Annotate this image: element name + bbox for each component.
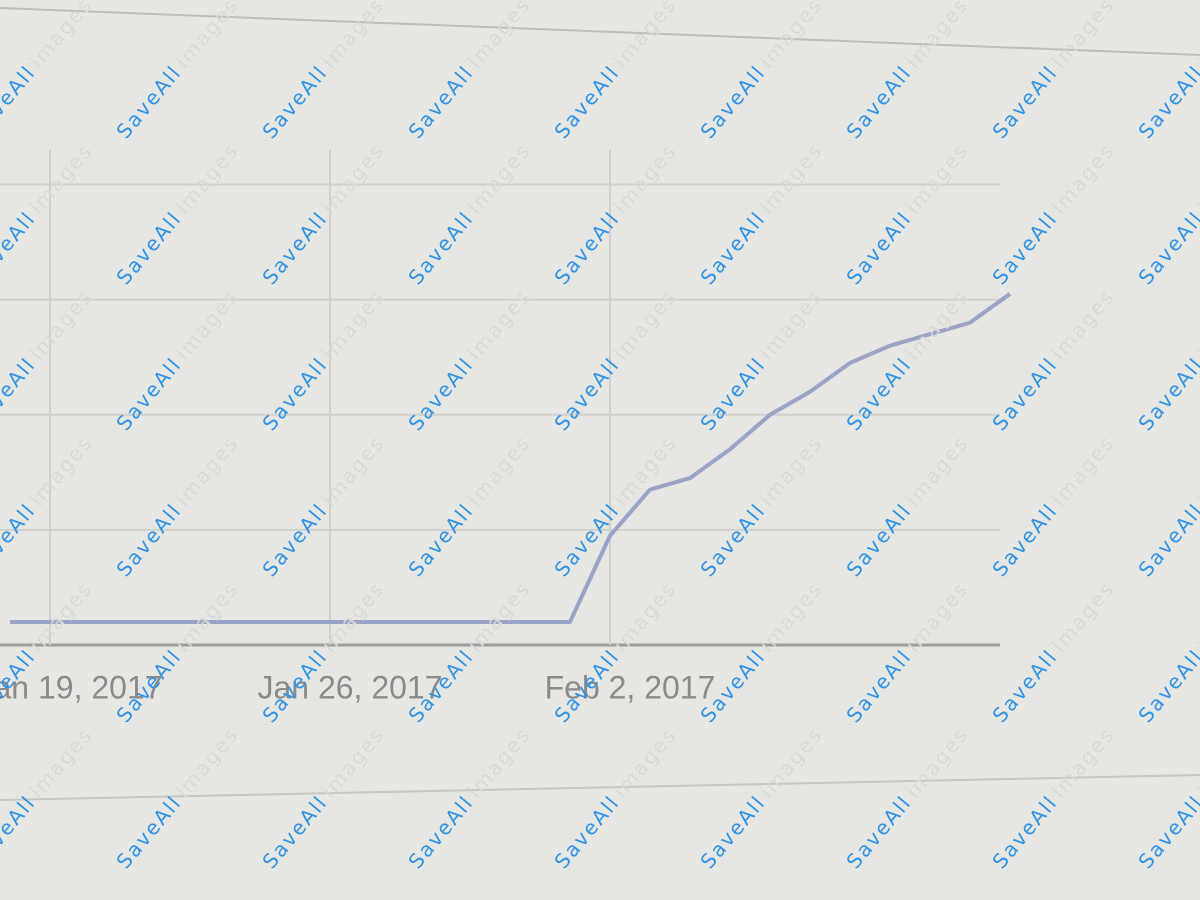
x-tick-label: Jan 26, 2017 [257,669,442,705]
frame-line [0,7,1200,56]
x-tick-label: Feb 2, 2017 [545,669,716,705]
plot-area: Jan 19, 2017 Jan 26, 2017 Feb 2, 2017 [0,150,1012,705]
data-line [10,292,1012,624]
x-tick-label: Jan 19, 2017 [0,669,163,705]
frame-line [0,774,1200,801]
